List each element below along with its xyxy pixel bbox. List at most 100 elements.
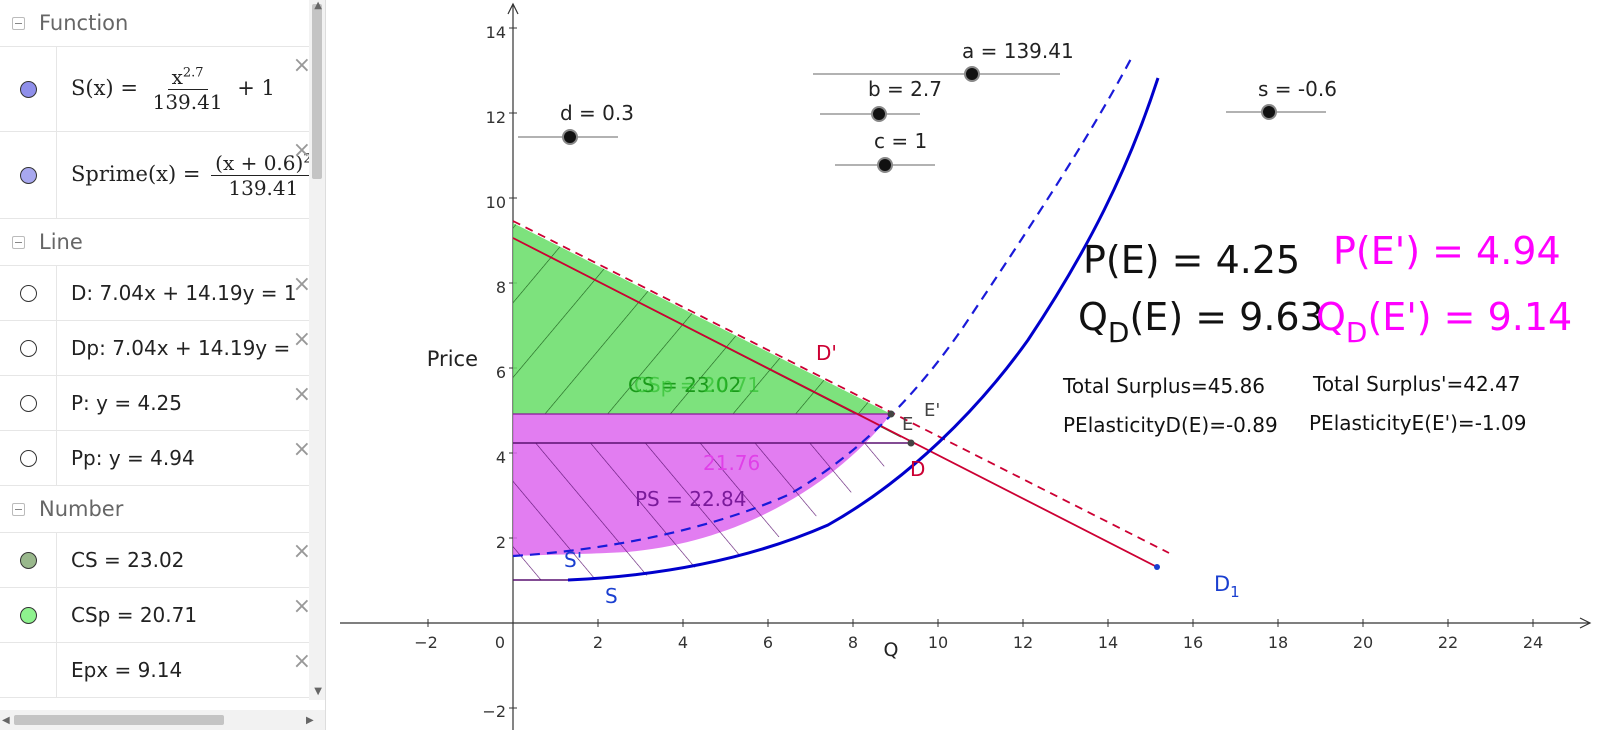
slider-b[interactable]: b = 2.7 xyxy=(820,77,942,122)
x-tick-label: 24 xyxy=(1523,633,1543,652)
algebra-item-sprime[interactable]: Sprime(x) = (x + 0.6)2 139.41 × xyxy=(0,132,325,219)
close-icon[interactable]: × xyxy=(292,649,311,674)
collapse-icon[interactable] xyxy=(12,16,25,30)
stat-quantity-e: QD(E) = 9.63 xyxy=(1078,295,1324,349)
slider-a-label: a = 139.41 xyxy=(962,39,1074,63)
slider-c[interactable]: c = 1 xyxy=(835,129,935,173)
demand-line-dprime[interactable] xyxy=(512,220,1170,554)
label-cs: CS = 23.02 xyxy=(628,373,741,397)
y-tick-label: 10 xyxy=(486,193,506,212)
slider-b-label: b = 2.7 xyxy=(868,77,942,101)
label-ps: PS = 22.84 xyxy=(635,487,746,511)
stat-total-surplus-prime: Total Surplus'=42.47 xyxy=(1312,372,1521,396)
y-tick-label: 4 xyxy=(496,448,506,467)
y-tick-label: 14 xyxy=(486,23,506,42)
visibility-toggle-icon[interactable] xyxy=(19,606,37,624)
x-tick-label: 12 xyxy=(1013,633,1033,652)
close-icon[interactable]: × xyxy=(292,382,311,407)
algebra-item-epx[interactable]: Epx = 9.14 × xyxy=(0,643,325,698)
x-tick-label: 0 xyxy=(495,633,505,652)
collapse-icon[interactable] xyxy=(12,235,25,249)
visibility-toggle-icon[interactable] xyxy=(19,449,37,467)
label-csp: CSp = 20.71 xyxy=(634,373,760,397)
slider-handle[interactable] xyxy=(871,106,887,122)
group-title-line: Line xyxy=(39,230,83,254)
x-tick-label: −2 xyxy=(414,633,438,652)
scroll-left-icon[interactable]: ◀ xyxy=(2,715,10,726)
close-icon[interactable]: × xyxy=(292,272,311,297)
visibility-toggle-icon[interactable] xyxy=(19,394,37,412)
close-icon[interactable]: × xyxy=(292,53,311,78)
equilibrium-point-e[interactable] xyxy=(907,439,915,447)
stat-price-e: P(E) = 4.25 xyxy=(1083,238,1300,282)
equilibrium-point-eprime[interactable] xyxy=(887,410,895,418)
slider-a[interactable]: a = 139.41 xyxy=(813,39,1074,82)
algebra-item-d[interactable]: D: 7.04x + 14.19y = 1 × xyxy=(0,266,325,321)
y-tick-labels: 14 12 10 8 6 4 2 −2 xyxy=(482,23,506,721)
label-sprime: S' xyxy=(564,548,582,572)
label-dprime: D' xyxy=(816,341,837,365)
group-header-function[interactable]: Function xyxy=(0,0,325,47)
consumer-surplus-hatch xyxy=(513,223,891,414)
stat-elasticity-e: PElasticityE(E')=-1.09 xyxy=(1309,411,1526,435)
slider-d-label: d = 0.3 xyxy=(560,101,634,125)
algebra-item-cs[interactable]: CS = 23.02 × xyxy=(0,533,325,588)
y-tick-label: 6 xyxy=(496,363,506,382)
algebra-item-pp[interactable]: Pp: y = 4.94 × xyxy=(0,431,325,486)
algebra-item-p[interactable]: P: y = 4.25 × xyxy=(0,376,325,431)
scroll-right-icon[interactable]: ▶ xyxy=(306,715,314,726)
close-icon[interactable]: × xyxy=(292,594,311,619)
x-tick-label: 4 xyxy=(678,633,688,652)
vertical-scrollbar-thumb[interactable] xyxy=(312,4,322,179)
algebra-item-dp[interactable]: Dp: 7.04x + 14.19y = × xyxy=(0,321,325,376)
label-e: E xyxy=(902,414,913,435)
label-psp: 21.76 xyxy=(703,451,760,475)
x-axis-label: Q xyxy=(884,639,899,661)
slider-handle[interactable] xyxy=(877,157,893,173)
producer-surplus-hatch xyxy=(513,443,911,580)
visibility-toggle-icon[interactable] xyxy=(19,284,37,302)
x-tick-label: 6 xyxy=(763,633,773,652)
slider-c-label: c = 1 xyxy=(874,129,927,153)
visibility-toggle-icon[interactable] xyxy=(19,80,37,98)
x-tick-label: 14 xyxy=(1098,633,1118,652)
scroll-down-icon[interactable]: ▼ xyxy=(314,686,322,697)
visibility-toggle-icon[interactable] xyxy=(19,551,37,569)
algebra-item-csp[interactable]: CSp = 20.71 × xyxy=(0,588,325,643)
y-tick-label: 12 xyxy=(486,108,506,127)
close-icon[interactable]: × xyxy=(292,327,311,352)
slider-handle[interactable] xyxy=(562,129,578,145)
slider-handle[interactable] xyxy=(964,66,980,82)
group-header-line[interactable]: Line xyxy=(0,219,325,266)
stat-total-surplus: Total Surplus=45.86 xyxy=(1062,374,1265,398)
x-tick-label: 18 xyxy=(1268,633,1288,652)
horizontal-scrollbar-thumb[interactable] xyxy=(14,715,224,725)
slider-handle[interactable] xyxy=(1261,104,1277,120)
supply-curve-s[interactable] xyxy=(567,77,1160,582)
scroll-up-icon[interactable]: ▲ xyxy=(314,0,322,11)
y-tick-label: 8 xyxy=(496,278,506,297)
graphics-view[interactable]: −2 0 2 4 6 8 10 12 14 16 18 20 22 24 14 … xyxy=(328,0,1600,730)
demand-endpoint[interactable] xyxy=(1154,564,1160,570)
demand-line-d[interactable] xyxy=(512,237,1158,568)
visibility-toggle-icon[interactable] xyxy=(19,166,37,184)
group-title-number: Number xyxy=(39,497,124,521)
x-tick-label: 22 xyxy=(1438,633,1458,652)
stat-elasticity-d: PElasticityD(E)=-0.89 xyxy=(1063,413,1278,437)
algebra-item-s[interactable]: S(x) = x2.7 139.41 + 1 × xyxy=(0,47,325,132)
y-axis-label: Price xyxy=(427,347,478,371)
close-icon[interactable]: × xyxy=(292,539,311,564)
close-icon[interactable]: × xyxy=(292,437,311,462)
visibility-toggle-icon[interactable] xyxy=(19,339,37,357)
stat-quantity-eprime: QD(E') = 9.14 xyxy=(1316,295,1572,349)
label-d1: D1 xyxy=(1214,572,1240,601)
slider-s[interactable]: s = -0.6 xyxy=(1226,77,1337,120)
collapse-icon[interactable] xyxy=(12,502,25,516)
supply-curve-sprime[interactable] xyxy=(512,54,1134,558)
group-header-number[interactable]: Number xyxy=(0,486,325,533)
slider-d[interactable]: d = 0.3 xyxy=(518,101,634,145)
label-eprime: E' xyxy=(924,400,940,421)
close-icon[interactable]: × xyxy=(292,138,311,163)
x-tick-label: 10 xyxy=(928,633,948,652)
x-tick-marks xyxy=(427,619,1534,627)
